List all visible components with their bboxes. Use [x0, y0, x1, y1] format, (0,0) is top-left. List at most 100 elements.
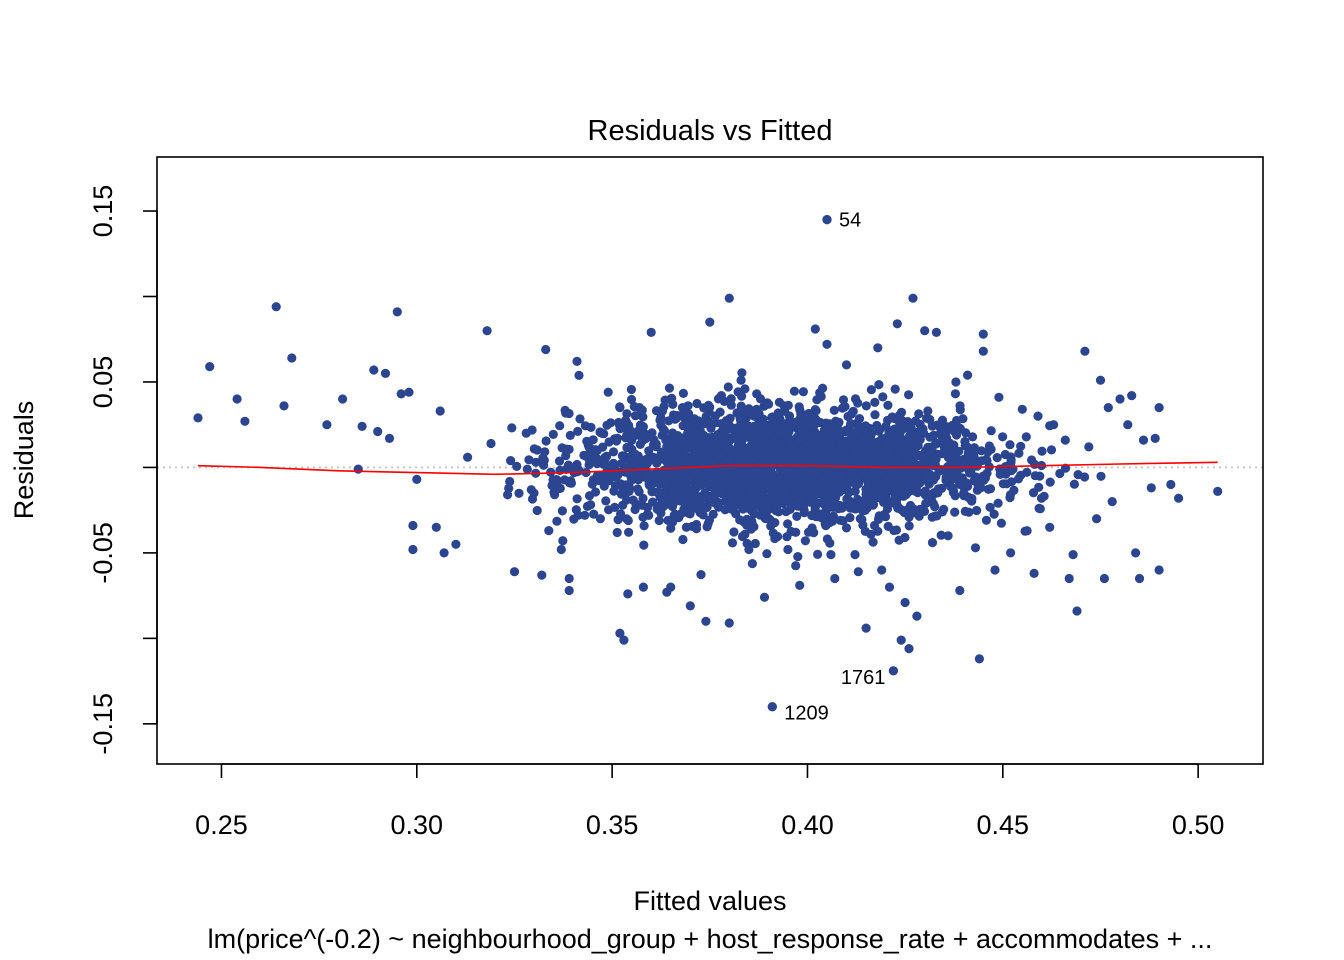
data-point — [1095, 375, 1106, 385]
cloud-point — [575, 414, 585, 424]
data-point — [357, 421, 367, 431]
data-point — [1045, 522, 1055, 532]
cloud-point — [816, 487, 826, 497]
cloud-point — [546, 467, 556, 477]
cloud-point — [880, 486, 891, 496]
cloud-point — [950, 389, 961, 399]
data-point — [705, 317, 715, 327]
cloud-point — [871, 439, 881, 449]
cloud-point — [860, 421, 871, 431]
cloud-point — [948, 487, 959, 497]
data-point — [1072, 606, 1082, 616]
data-point — [1150, 433, 1160, 443]
cloud-point — [750, 538, 760, 549]
cloud-point — [865, 433, 876, 443]
data-point — [506, 456, 516, 466]
data-point — [205, 362, 215, 372]
smooth-line-group — [197, 461, 1218, 476]
data-point — [1154, 565, 1164, 575]
cloud-point — [1022, 467, 1032, 477]
data-point — [724, 618, 734, 628]
cloud-point — [929, 430, 939, 440]
cloud-point — [861, 497, 871, 507]
cloud-point — [927, 512, 937, 522]
data-point — [1017, 404, 1027, 414]
cloud-point — [749, 411, 759, 421]
cloud-point — [866, 385, 877, 395]
cloud-point — [834, 417, 844, 427]
cloud-point — [630, 411, 641, 421]
data-point — [884, 582, 895, 592]
cloud-point — [755, 488, 765, 498]
data-point — [724, 293, 734, 303]
y-axis-label: Residuals — [9, 401, 39, 520]
data-point — [826, 550, 836, 560]
cloud-point — [935, 422, 945, 432]
cloud-point — [514, 488, 524, 498]
cloud-point — [586, 500, 596, 510]
cloud-point — [612, 527, 622, 538]
cloud-point — [792, 472, 802, 483]
cloud-point — [732, 478, 742, 488]
cloud-point — [555, 421, 565, 431]
cloud-point — [727, 489, 737, 500]
cloud-point — [811, 432, 821, 443]
cloud-point — [740, 469, 750, 479]
cloud-point — [624, 467, 634, 477]
cloud-point — [552, 516, 562, 526]
cloud-point — [727, 538, 738, 548]
cloud-point — [897, 468, 907, 478]
data-point — [810, 324, 820, 334]
data-point — [435, 406, 445, 416]
data-point — [666, 394, 676, 404]
cloud-point — [819, 496, 829, 506]
cloud-point — [733, 424, 744, 434]
data-point — [232, 394, 242, 404]
cloud-point — [572, 459, 582, 470]
cloud-point — [654, 515, 664, 526]
y-tick-label: -0.15 — [88, 693, 118, 755]
cloud-point — [976, 446, 987, 456]
cloud-point — [830, 501, 841, 511]
cloud-point — [640, 458, 650, 468]
outlier-label: 54 — [839, 210, 861, 232]
data-point — [451, 539, 461, 549]
cloud-point — [668, 487, 678, 497]
cloud-point — [920, 490, 931, 500]
data-point — [1146, 483, 1156, 493]
cloud-point — [691, 519, 702, 530]
cloud-point — [587, 479, 597, 489]
cloud-point — [602, 451, 612, 461]
cloud-point — [813, 549, 823, 560]
cloud-point — [762, 502, 772, 512]
cloud-point — [713, 430, 723, 440]
data-point — [896, 635, 906, 645]
data-point — [353, 464, 363, 474]
cloud-point — [696, 458, 707, 468]
data-point — [603, 387, 613, 397]
cloud-point — [637, 436, 648, 446]
data-point — [271, 302, 281, 312]
cloud-point — [857, 514, 867, 525]
data-point — [564, 573, 574, 584]
cloud-point — [998, 432, 1008, 442]
cloud-point — [1002, 479, 1012, 489]
cloud-point — [676, 509, 686, 519]
data-point — [482, 326, 492, 336]
cloud-point — [972, 505, 982, 516]
cloud-point — [835, 515, 846, 526]
cloud-point — [858, 451, 868, 461]
cloud-point — [1013, 474, 1024, 484]
data-point — [1123, 420, 1133, 430]
cloud-point — [644, 480, 655, 490]
cloud-point — [792, 421, 802, 431]
data-point — [1084, 442, 1094, 452]
cloud-point — [868, 453, 879, 463]
y-tick-label: -0.05 — [88, 522, 118, 584]
cloud-point — [937, 507, 948, 517]
data-point — [861, 623, 871, 633]
cloud-point — [623, 454, 633, 464]
cloud-point — [618, 485, 629, 495]
cloud-point — [820, 426, 830, 436]
